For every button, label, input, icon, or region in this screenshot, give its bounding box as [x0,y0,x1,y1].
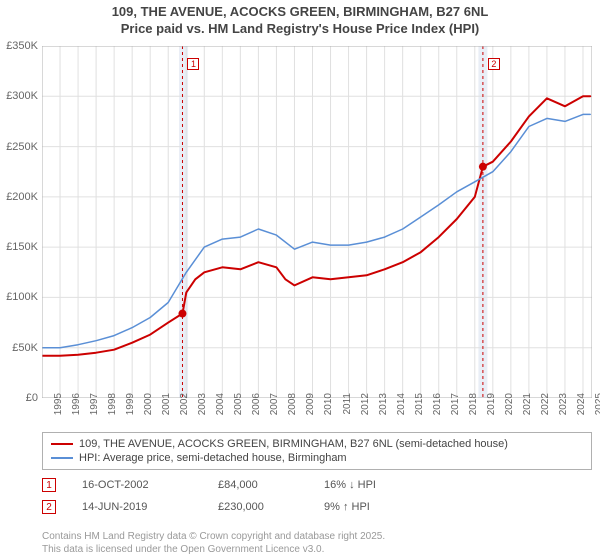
x-tick-label: 2003 [197,393,208,415]
attribution-line: Contains HM Land Registry data © Crown c… [42,531,385,544]
chart-title-block: 109, THE AVENUE, ACOCKS GREEN, BIRMINGHA… [0,0,600,38]
y-tick-label: £100K [0,291,38,303]
x-tick-label: 2024 [576,393,587,415]
x-tick-label: 2004 [215,393,226,415]
x-tick-label: 1999 [125,393,136,415]
legend-swatch [51,457,73,459]
y-tick-label: £150K [0,241,38,253]
chart-area: £0£50K£100K£150K£200K£250K£300K£350K1995… [42,46,592,398]
y-tick-label: £300K [0,90,38,102]
x-tick-label: 2016 [432,393,443,415]
sale-date: 16-OCT-2002 [82,479,192,491]
sale-row: 2 14-JUN-2019 £230,000 9% ↑ HPI [42,500,592,514]
x-tick-label: 2021 [522,393,533,415]
x-tick-label: 2002 [179,393,190,415]
legend: 109, THE AVENUE, ACOCKS GREEN, BIRMINGHA… [42,432,592,470]
x-tick-label: 2025 [594,393,600,415]
sale-marker-on-chart: 2 [488,58,500,70]
sale-date: 14-JUN-2019 [82,501,192,513]
sale-marker: 1 [42,478,56,492]
x-tick-label: 2017 [450,393,461,415]
x-tick-label: 2006 [251,393,262,415]
x-tick-label: 1995 [53,393,64,415]
sale-marker: 2 [42,500,56,514]
legend-label: HPI: Average price, semi-detached house,… [79,452,347,464]
attribution-line: This data is licensed under the Open Gov… [42,544,385,557]
legend-item: 109, THE AVENUE, ACOCKS GREEN, BIRMINGHA… [51,437,583,451]
y-tick-label: £0 [0,392,38,404]
legend-label: 109, THE AVENUE, ACOCKS GREEN, BIRMINGHA… [79,438,508,450]
x-tick-label: 1997 [89,393,100,415]
x-tick-label: 2023 [558,393,569,415]
x-tick-label: 1998 [107,393,118,415]
x-tick-label: 2010 [324,393,335,415]
x-tick-label: 2005 [233,393,244,415]
x-tick-label: 2011 [341,393,352,415]
x-tick-label: 2012 [360,393,371,415]
y-tick-label: £350K [0,40,38,52]
sale-delta: 9% ↑ HPI [324,501,424,513]
x-tick-label: 2019 [486,393,497,415]
x-tick-label: 2000 [143,393,154,415]
attribution: Contains HM Land Registry data © Crown c… [42,531,385,556]
sale-price: £230,000 [218,501,298,513]
x-tick-label: 2009 [306,393,317,415]
x-tick-label: 2014 [396,393,407,415]
x-tick-label: 2008 [288,393,299,415]
x-tick-label: 2020 [504,393,515,415]
title-line-2: Price paid vs. HM Land Registry's House … [0,21,600,38]
title-line-1: 109, THE AVENUE, ACOCKS GREEN, BIRMINGHA… [0,4,600,21]
sale-row: 1 16-OCT-2002 £84,000 16% ↓ HPI [42,478,592,492]
x-tick-label: 2013 [378,393,389,415]
x-tick-label: 2022 [540,393,551,415]
y-tick-label: £200K [0,191,38,203]
sale-marker-on-chart: 1 [187,58,199,70]
y-tick-label: £250K [0,141,38,153]
chart-svg [42,46,592,398]
x-tick-label: 2007 [270,393,281,415]
sale-delta: 16% ↓ HPI [324,479,424,491]
legend-item: HPI: Average price, semi-detached house,… [51,451,583,465]
y-tick-label: £50K [0,342,38,354]
x-tick-label: 2018 [468,393,479,415]
x-tick-label: 2001 [161,393,172,415]
x-tick-label: 1996 [71,393,82,415]
x-tick-label: 2015 [414,393,425,415]
legend-swatch [51,443,73,445]
sale-price: £84,000 [218,479,298,491]
